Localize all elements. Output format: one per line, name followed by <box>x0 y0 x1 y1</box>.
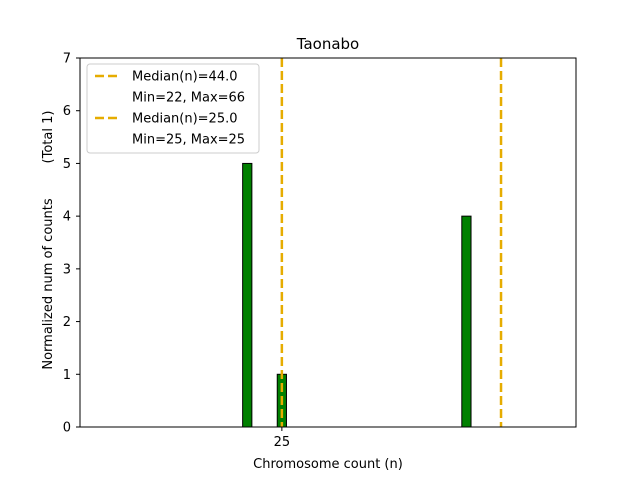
bar-41 <box>461 215 472 428</box>
legend: Median(n)=44.0 Min=22, Max=66 Median(n)=25… <box>86 63 260 154</box>
bar-22 <box>242 162 253 428</box>
y-tick-label: 1 <box>63 368 71 383</box>
y-tick-label: 2 <box>63 315 71 330</box>
chart-title: Taonabo <box>296 35 359 53</box>
plot-area-frame <box>79 57 577 428</box>
legend-range-label-1: Min=22, Max=66 <box>132 91 245 106</box>
y-axis-label-total: (Total 1) <box>41 111 56 164</box>
y-tick-label: 0 <box>63 421 71 436</box>
y-tick-label: 5 <box>63 157 71 172</box>
x-tick-label: 25 <box>274 435 291 450</box>
legend-median-label-1: Median(n)=44.0 <box>132 70 238 85</box>
y-axis-label: Normalized num of counts <box>41 198 56 369</box>
x-axis-label: Chromosome count (n) <box>253 457 403 472</box>
y-tick-label: 3 <box>63 262 71 277</box>
legend-frame <box>86 63 260 154</box>
legend-range-label-2: Min=25, Max=25 <box>132 133 245 148</box>
y-tick-label: 4 <box>63 210 71 225</box>
y-tick-label: 7 <box>63 52 71 67</box>
y-tick-label: 6 <box>63 104 71 119</box>
legend-median-label-2: Median(n)=25.0 <box>132 112 238 127</box>
